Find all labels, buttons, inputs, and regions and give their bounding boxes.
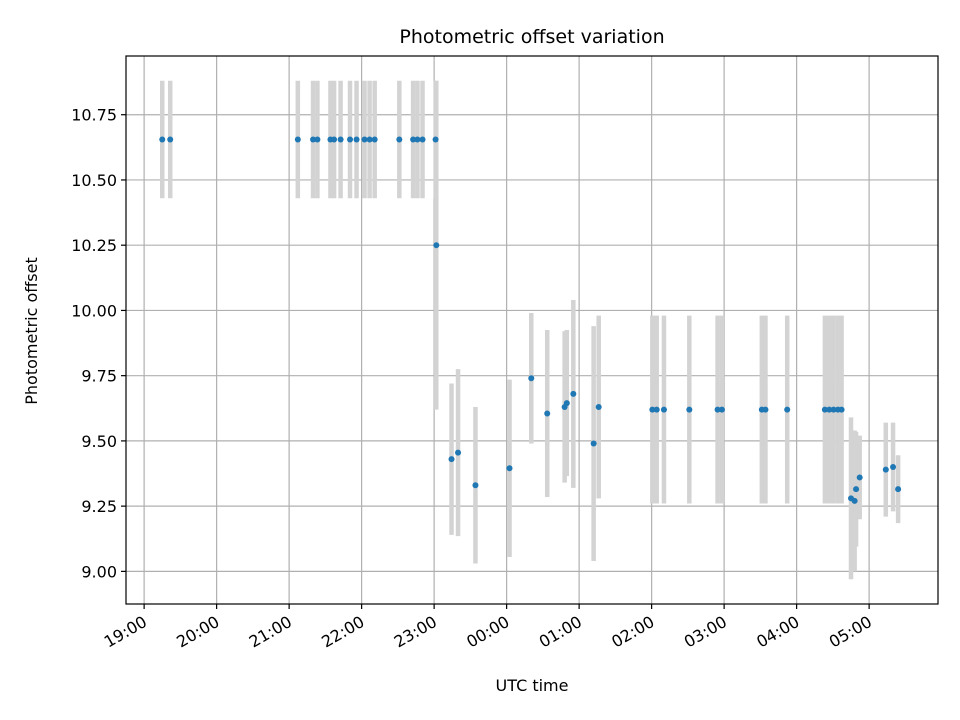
data-point: [472, 482, 479, 489]
data-point: [433, 242, 440, 249]
data-point: [331, 136, 338, 143]
data-point: [314, 136, 321, 143]
y-tick-label: 9.75: [81, 367, 117, 386]
data-point: [895, 486, 902, 493]
data-point: [528, 375, 535, 382]
data-point: [366, 136, 373, 143]
data-point: [762, 406, 769, 413]
x-tick-label: 23:00: [391, 612, 440, 652]
data-point: [784, 406, 791, 413]
data-point: [432, 136, 439, 143]
plot-frame: [125, 55, 939, 605]
x-tick-label: 02:00: [608, 612, 657, 652]
data-point: [419, 136, 426, 143]
data-point: [361, 136, 368, 143]
data-point: [660, 406, 667, 413]
data-point: [595, 403, 602, 410]
data-point: [337, 136, 344, 143]
data-point: [570, 390, 577, 397]
y-axis-ticks: 9.00 9.25 9.50 9.75 10.00 10.25 10.50 10.75: [71, 106, 126, 581]
data-point: [714, 406, 721, 413]
data-point: [826, 406, 833, 413]
x-tick-label: 01:00: [536, 612, 585, 652]
data-point: [882, 466, 889, 473]
y-axis-label: Photometric offset: [22, 257, 41, 405]
error-bars: [160, 80, 901, 580]
data-points: [159, 136, 902, 504]
data-point: [821, 406, 828, 413]
y-tick-label: 10.25: [71, 236, 117, 255]
data-point: [410, 136, 417, 143]
data-point: [414, 136, 421, 143]
chart-title: Photometric offset variation: [399, 26, 664, 48]
x-axis-ticks: 19:00 20:00 21:00 22:00 23:00 00:00 01:00 02:00…: [101, 604, 875, 652]
data-point: [448, 456, 455, 463]
y-tick-label: 9.00: [81, 562, 117, 581]
x-tick-label: 22:00: [318, 612, 367, 652]
data-point: [590, 440, 597, 447]
x-tick-label: 00:00: [463, 612, 512, 652]
x-tick-label: 19:00: [101, 612, 150, 652]
x-axis-label: UTC time: [496, 676, 569, 695]
data-point: [159, 136, 166, 143]
y-tick-label: 9.50: [81, 432, 117, 451]
data-point: [455, 449, 462, 456]
y-tick-label: 10.50: [71, 171, 117, 190]
data-point: [563, 400, 570, 407]
data-point: [506, 465, 513, 472]
data-point: [347, 136, 354, 143]
data-point: [353, 136, 360, 143]
data-point: [890, 464, 897, 470]
data-point: [371, 136, 378, 143]
x-tick-label: 05:00: [826, 612, 875, 652]
x-tick-label: 03:00: [681, 612, 730, 652]
data-point: [856, 474, 863, 481]
data-point: [853, 486, 860, 493]
data-point: [544, 410, 551, 417]
data-point: [838, 406, 845, 413]
y-tick-label: 9.25: [81, 497, 117, 516]
x-tick-label: 04:00: [753, 612, 802, 652]
data-point: [294, 136, 301, 143]
data-point: [396, 136, 403, 143]
data-point: [851, 497, 858, 504]
y-tick-label: 10.00: [71, 301, 117, 320]
data-point: [653, 406, 660, 413]
data-point: [718, 406, 725, 413]
x-tick-label: 20:00: [173, 612, 222, 652]
data-point: [830, 406, 837, 413]
data-point: [167, 136, 174, 143]
data-point: [649, 406, 656, 413]
data-point: [686, 406, 693, 413]
y-tick-label: 10.75: [71, 106, 117, 125]
x-tick-label: 21:00: [246, 612, 295, 652]
data-point: [310, 136, 317, 143]
